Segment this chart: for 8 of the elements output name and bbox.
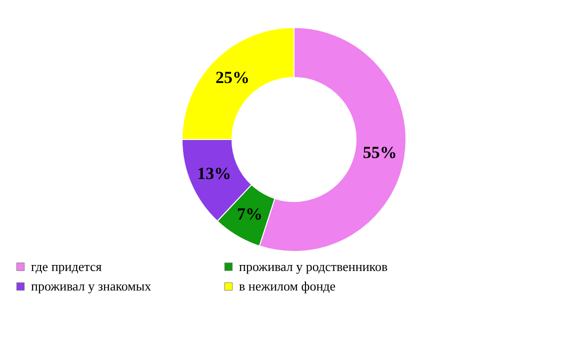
legend-label: проживал у родственников xyxy=(239,258,388,274)
data-label: 25% xyxy=(215,68,250,87)
data-label: 55% xyxy=(362,143,397,162)
legend-label: в нежилом фонде xyxy=(239,278,336,294)
data-label: 13% xyxy=(197,164,232,184)
legend-label: проживал у знакомых xyxy=(31,278,152,294)
data-label: 7% xyxy=(236,204,262,224)
legend-label: где придется xyxy=(31,258,102,274)
